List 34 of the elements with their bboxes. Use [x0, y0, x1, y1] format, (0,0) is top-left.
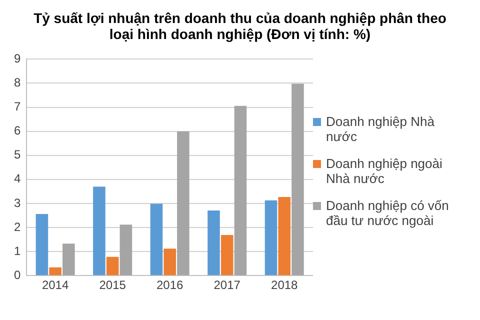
bar: [177, 131, 190, 276]
x-tick-label: 2018: [271, 278, 298, 292]
y-tick-label: 4: [14, 172, 21, 186]
y-tick-label: 1: [14, 244, 21, 258]
chart-title: Tỷ suất lợi nhuận trên doanh thu của doanh nghiệp phân theo loại hình doanh nghiệp (Đơn vị tính: %): [32, 9, 448, 44]
bar: [264, 200, 278, 276]
y-tick-label: 2: [14, 220, 21, 234]
x-tick-label: 2016: [156, 278, 184, 292]
y-tick-label: 3: [14, 196, 21, 210]
x-tick-label: 2014: [42, 278, 69, 292]
legend-label: Doanh nghiệp có vốn đầu tư nước ngoài: [326, 198, 450, 228]
bar: [292, 84, 304, 276]
legend-label: Doanh nghiệp Nhà nước: [326, 114, 436, 144]
bar: [150, 204, 163, 276]
bar: [120, 224, 132, 276]
x-tick-label: 2015: [99, 278, 126, 292]
bar: [49, 267, 62, 276]
bar: [234, 106, 247, 276]
bar: [208, 210, 220, 276]
y-tick-label: 8: [14, 76, 21, 90]
bar: [164, 248, 176, 276]
x-tick-label: 2017: [214, 278, 241, 292]
y-tick-label: 7: [14, 100, 21, 114]
bar: [36, 214, 48, 276]
y-tick-label: 6: [14, 124, 21, 138]
bar: [93, 186, 106, 276]
bar: [220, 234, 234, 276]
y-tick-label: 0: [14, 268, 21, 282]
bar: [278, 196, 291, 276]
bar: [106, 256, 119, 276]
y-tick-label: 9: [14, 52, 21, 66]
legend-label: Doanh nghiệp ngoài Nhà nước: [326, 156, 444, 186]
bar: [62, 244, 75, 276]
y-tick-label: 5: [14, 148, 21, 162]
